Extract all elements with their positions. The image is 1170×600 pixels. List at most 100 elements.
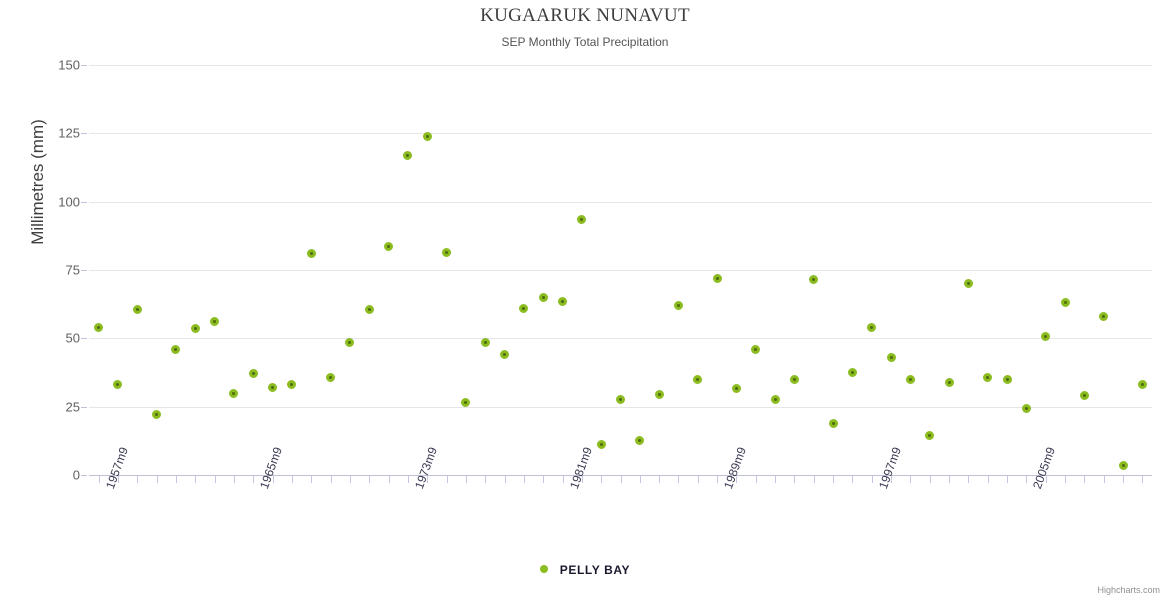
data-point[interactable]	[983, 373, 993, 383]
data-point[interactable]	[442, 247, 452, 257]
data-point[interactable]	[693, 374, 703, 384]
data-point[interactable]	[1041, 332, 1051, 342]
y-axis-tick-label: 125	[58, 125, 80, 141]
data-point[interactable]	[616, 395, 625, 405]
data-point[interactable]	[944, 377, 954, 387]
chart-title: KUGAARUK NUNAVUT	[480, 5, 690, 26]
x-axis-tick-mark	[891, 476, 893, 483]
data-point[interactable]	[789, 374, 799, 384]
y-axis-tick-mark	[81, 338, 87, 340]
y-axis-tick-mark	[81, 270, 87, 271]
x-axis-tick-mark	[427, 476, 429, 483]
data-point[interactable]	[558, 296, 568, 306]
data-point[interactable]	[577, 214, 587, 224]
x-axis-tick-mark	[369, 476, 371, 483]
x-axis-tick-mark	[1007, 476, 1009, 483]
data-point[interactable]	[828, 418, 838, 428]
x-axis-line	[89, 475, 1152, 476]
y-axis-tick-label: 50	[65, 330, 80, 346]
x-axis-tick-mark	[272, 476, 274, 483]
data-point[interactable]	[364, 305, 374, 315]
data-point[interactable]	[867, 322, 877, 332]
data-point[interactable]	[731, 384, 741, 394]
data-point[interactable]	[94, 322, 104, 332]
data-point[interactable]	[268, 383, 278, 393]
data-point[interactable]	[171, 344, 181, 354]
data-point[interactable]	[925, 430, 935, 440]
x-axis-tick-mark	[311, 476, 313, 483]
data-point[interactable]	[596, 440, 606, 450]
data-point[interactable]	[403, 150, 413, 160]
highcharts-credit[interactable]: Highcharts.com	[1097, 585, 1160, 595]
data-point[interactable]	[132, 305, 142, 315]
data-point[interactable]	[210, 317, 220, 327]
data-point[interactable]	[422, 131, 432, 141]
x-axis-tick-mark	[523, 476, 525, 483]
data-point[interactable]	[654, 389, 664, 399]
x-axis-tick-mark	[929, 476, 931, 483]
x-axis-tick-mark	[137, 476, 139, 483]
data-point[interactable]	[113, 380, 123, 390]
data-point[interactable]	[461, 398, 471, 408]
data-point[interactable]	[905, 374, 915, 384]
x-axis-tick-mark	[175, 476, 177, 483]
data-point[interactable]	[287, 380, 297, 390]
x-axis-tick-mark	[659, 476, 661, 483]
data-point[interactable]	[248, 369, 258, 379]
y-axis-tick-mark	[81, 133, 87, 135]
data-point[interactable]	[673, 301, 683, 311]
data-point[interactable]	[751, 344, 761, 354]
data-point[interactable]	[384, 242, 394, 252]
data-point[interactable]	[1099, 311, 1109, 321]
data-point[interactable]	[326, 373, 336, 383]
data-point[interactable]	[1137, 380, 1147, 390]
data-point[interactable]	[538, 292, 548, 302]
data-point[interactable]	[519, 303, 529, 313]
x-axis-tick-mark	[755, 476, 757, 483]
x-axis-tick-mark	[678, 476, 680, 483]
data-point[interactable]	[152, 410, 162, 420]
y-axis-tick-label: 25	[65, 399, 80, 415]
x-axis-tick-mark	[775, 476, 777, 483]
legend-marker-icon	[539, 564, 548, 573]
chart-legend: PELLY BAY	[0, 562, 1170, 577]
data-point[interactable]	[963, 279, 973, 289]
data-point[interactable]	[847, 368, 857, 377]
x-axis-tick-mark	[833, 476, 835, 483]
data-point[interactable]	[1060, 298, 1070, 308]
data-point[interactable]	[1002, 374, 1012, 384]
x-axis-tick-mark	[949, 476, 951, 483]
x-axis-tick-mark	[1065, 476, 1067, 483]
y-axis-tick-label: 150	[58, 57, 80, 73]
data-point[interactable]	[1021, 403, 1031, 413]
data-point[interactable]	[229, 388, 239, 398]
gridline	[89, 133, 1152, 135]
x-axis-tick-mark	[485, 476, 487, 483]
data-point[interactable]	[306, 249, 316, 259]
x-axis-tick-mark	[1142, 476, 1144, 483]
x-axis-tick-mark	[910, 476, 912, 483]
x-axis-tick-mark	[968, 476, 970, 483]
data-point[interactable]	[635, 436, 645, 446]
x-axis-tick-mark	[1084, 476, 1086, 483]
y-axis-tick-mark	[81, 406, 87, 408]
plot-area	[89, 65, 1152, 475]
data-point[interactable]	[770, 395, 780, 405]
data-point[interactable]	[809, 275, 819, 285]
x-axis-tick-mark	[1045, 476, 1047, 483]
data-point[interactable]	[345, 337, 355, 347]
x-axis-tick-mark	[1026, 476, 1028, 483]
data-point[interactable]	[886, 352, 896, 362]
x-axis-tick-mark	[253, 476, 255, 483]
y-axis-tick-label: 100	[58, 194, 80, 210]
data-point[interactable]	[500, 350, 510, 360]
x-axis-tick-mark	[717, 476, 719, 483]
legend-item-pelly-bay[interactable]: PELLY BAY	[539, 562, 630, 577]
data-point[interactable]	[1079, 391, 1089, 401]
data-point[interactable]	[190, 324, 200, 334]
data-point[interactable]	[712, 273, 722, 283]
data-point[interactable]	[480, 337, 490, 347]
x-axis-tick-mark	[620, 476, 622, 483]
data-point[interactable]	[1118, 460, 1128, 470]
